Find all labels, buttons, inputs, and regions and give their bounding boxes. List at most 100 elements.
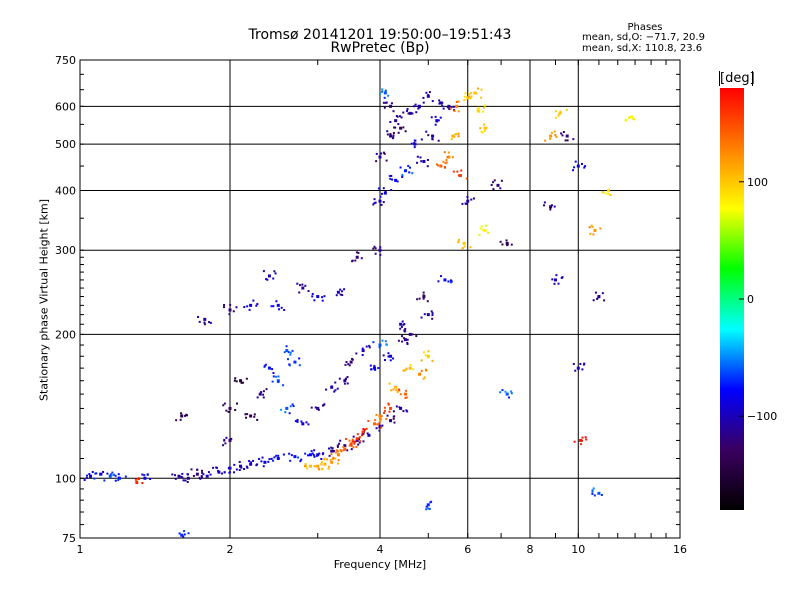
scatter-point bbox=[262, 270, 265, 273]
scatter-point bbox=[572, 138, 575, 141]
scatter-point bbox=[327, 467, 330, 470]
scatter-point bbox=[285, 349, 289, 353]
scatter-point bbox=[392, 134, 395, 137]
scatter-point bbox=[183, 533, 186, 536]
scatter-point bbox=[470, 198, 473, 201]
scatter-point bbox=[258, 457, 261, 460]
scatter-point bbox=[339, 439, 342, 442]
scatter-point bbox=[149, 477, 152, 480]
y-tick-label: 600 bbox=[55, 100, 76, 113]
scatter-point bbox=[411, 333, 414, 336]
scatter-point bbox=[265, 278, 268, 281]
scatter-point bbox=[594, 291, 597, 294]
scatter-point bbox=[289, 353, 292, 356]
scatter-point bbox=[485, 126, 488, 129]
scatter-point bbox=[228, 313, 231, 316]
scatter-point bbox=[187, 532, 190, 535]
scatter-point bbox=[425, 369, 428, 372]
scatter-point bbox=[260, 460, 263, 463]
x-tick-label: 8 bbox=[527, 543, 534, 556]
scatter-point bbox=[607, 192, 610, 195]
scatter-point bbox=[339, 288, 342, 291]
scatter-point bbox=[196, 468, 199, 471]
scatter-point bbox=[350, 444, 353, 447]
scatter-point bbox=[483, 228, 487, 232]
scatter-point bbox=[425, 508, 428, 511]
scatter-point bbox=[430, 116, 433, 119]
scatter-point bbox=[272, 277, 275, 280]
scatter-point bbox=[375, 427, 378, 430]
scatter-point bbox=[389, 177, 392, 180]
scatter-point bbox=[359, 440, 362, 443]
scatter-point bbox=[370, 368, 373, 371]
scatter-point bbox=[349, 360, 353, 364]
scatter-point bbox=[307, 290, 310, 293]
scatter-point bbox=[406, 410, 409, 413]
scatter-point bbox=[408, 111, 412, 115]
scatter-point bbox=[480, 88, 483, 91]
scatter-point bbox=[354, 259, 357, 262]
scatter-point bbox=[493, 179, 496, 182]
scatter-point bbox=[397, 339, 400, 342]
scatter-point bbox=[444, 162, 447, 165]
scatter-point bbox=[431, 100, 434, 103]
scatter-point bbox=[480, 96, 483, 99]
scatter-point bbox=[439, 164, 443, 168]
scatter-point bbox=[186, 481, 189, 484]
scatter-point bbox=[466, 96, 470, 100]
scatter-point bbox=[482, 110, 485, 113]
scatter-point bbox=[422, 294, 425, 297]
scatter-point bbox=[180, 475, 183, 478]
scatter-point bbox=[316, 464, 320, 468]
scatter-point bbox=[245, 416, 248, 419]
scatter-point bbox=[208, 321, 211, 324]
scatter-point bbox=[342, 449, 345, 452]
scatter-point bbox=[114, 479, 117, 482]
scatter-point bbox=[604, 192, 607, 195]
scatter-point bbox=[349, 442, 353, 446]
scatter-point bbox=[472, 197, 475, 200]
scatter-point bbox=[362, 432, 365, 435]
scatter-point bbox=[276, 303, 280, 307]
scatter-point bbox=[406, 109, 409, 112]
scatter-point bbox=[225, 409, 228, 412]
colorbar-tick-label: −100 bbox=[747, 410, 777, 423]
scatter-point bbox=[334, 451, 337, 454]
scatter-point bbox=[378, 343, 382, 347]
scatter-point bbox=[385, 159, 388, 162]
y-tick-label: 100 bbox=[55, 472, 76, 485]
scatter-point bbox=[457, 132, 460, 135]
scatter-point bbox=[146, 473, 149, 476]
scatter-point bbox=[300, 458, 303, 461]
scatter-point bbox=[591, 490, 594, 493]
scatter-point bbox=[423, 313, 426, 316]
scatter-point bbox=[478, 233, 481, 236]
scatter-point bbox=[386, 414, 389, 417]
scatter-point bbox=[224, 442, 227, 445]
scatter-point bbox=[287, 351, 290, 354]
scatter-point bbox=[416, 155, 419, 158]
scatter-point bbox=[323, 457, 326, 460]
scatter-point bbox=[416, 298, 419, 301]
scatter-point bbox=[506, 244, 509, 247]
scatter-point bbox=[301, 422, 305, 426]
scatter-point bbox=[417, 107, 420, 110]
scatter-point bbox=[332, 457, 335, 460]
scatter-point bbox=[117, 476, 120, 479]
scatter-point bbox=[431, 317, 434, 320]
scatter-point bbox=[400, 325, 403, 328]
scatter-point bbox=[308, 453, 312, 457]
scatter-point bbox=[392, 132, 395, 135]
scatter-point bbox=[431, 312, 434, 315]
scatter-point bbox=[320, 462, 323, 465]
scatter-point bbox=[282, 384, 285, 387]
scatter-point bbox=[390, 174, 393, 177]
scatter-point bbox=[439, 116, 442, 119]
scatter-point bbox=[373, 245, 376, 248]
scatter-point bbox=[203, 323, 206, 326]
scatter-point bbox=[460, 169, 463, 172]
x-tick-label: 4 bbox=[377, 543, 384, 556]
scatter-point bbox=[399, 166, 402, 169]
scatter-point bbox=[378, 429, 381, 432]
scatter-point bbox=[554, 110, 557, 113]
